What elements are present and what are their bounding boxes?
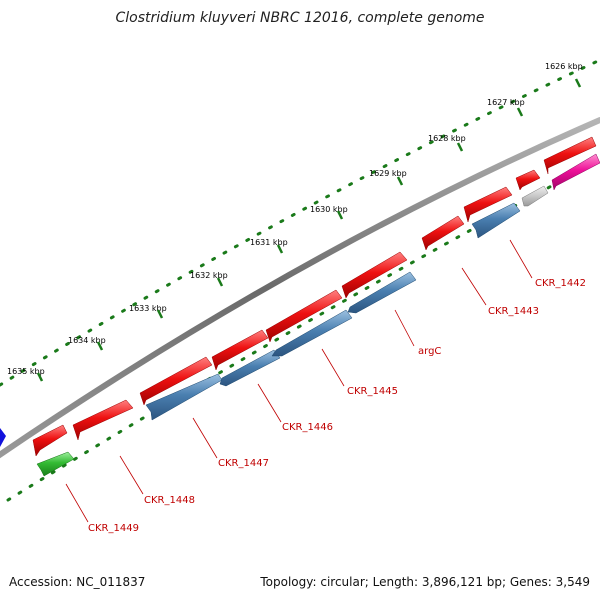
cds-pink[interactable] xyxy=(551,153,600,191)
gene-labels: CKR_1442 CKR_1443 argC CKR_1445 CKR_1446… xyxy=(88,278,586,534)
gene-label: CKR_1442 xyxy=(535,278,586,289)
gene-label: CKR_1445 xyxy=(347,386,398,397)
cds-forward[interactable] xyxy=(72,399,134,441)
cds-forward[interactable] xyxy=(211,329,269,371)
cds-edge-fragment[interactable] xyxy=(0,428,6,447)
ruler-tick-label: 1632 kbp xyxy=(190,271,228,280)
ruler-tick-label: 1628 kbp xyxy=(428,134,466,143)
cds-forward[interactable] xyxy=(463,186,513,223)
map-title: Clostridium kluyveri NBRC 12016, complet… xyxy=(115,10,485,26)
genome-backbone xyxy=(0,117,600,459)
cds-forward[interactable] xyxy=(543,136,597,175)
ruler-tick-mark xyxy=(516,107,524,117)
ruler-tick-label: 1630 kbp xyxy=(310,205,348,214)
ruler-tick-mark xyxy=(276,244,284,254)
genome-summary: Topology: circular; Length: 3,896,121 bp… xyxy=(260,575,590,589)
cds-reverse[interactable] xyxy=(347,271,417,314)
ruler-tick-label: 1627 kbp xyxy=(487,98,525,107)
gene-label: CKR_1449 xyxy=(88,523,139,534)
cds-forward[interactable] xyxy=(265,289,343,343)
ruler-tick-mark xyxy=(574,78,582,88)
label-leaders xyxy=(65,239,533,523)
outer-ruler xyxy=(0,58,600,387)
forward-cds-track xyxy=(32,136,597,457)
cds-reverse[interactable] xyxy=(271,309,353,357)
ruler-tick-mark xyxy=(96,341,104,351)
cds-forward[interactable] xyxy=(139,356,213,406)
cds-forward[interactable] xyxy=(421,215,465,251)
cds-gray[interactable] xyxy=(521,185,549,207)
ruler-tick-label: 1635 kbp xyxy=(7,367,45,376)
gene-label: CKR_1446 xyxy=(282,422,333,433)
ruler-tick-label: 1626 kbp xyxy=(545,62,583,71)
cds-reverse[interactable] xyxy=(219,349,281,387)
ruler-tick-mark xyxy=(156,309,164,319)
cds-reverse[interactable] xyxy=(471,202,521,239)
ruler-tick-mark xyxy=(396,176,404,186)
cds-forward[interactable] xyxy=(341,251,408,299)
ruler-tick-label: 1629 kbp xyxy=(369,169,407,178)
ruler-ticks: 1626 kbp 1627 kbp 1628 kbp 1629 kbp 1630 kbp… xyxy=(7,62,583,382)
cds-reverse[interactable] xyxy=(145,373,223,421)
reverse-cds-track xyxy=(36,153,600,477)
ruler-tick-mark xyxy=(456,142,464,152)
accession-text: Accession: NC_011837 xyxy=(9,575,146,589)
gene-label: CKR_1448 xyxy=(144,495,195,506)
ruler-tick-mark xyxy=(216,277,224,287)
gene-label: CKR_1443 xyxy=(488,306,539,317)
cds-forward[interactable] xyxy=(515,169,541,191)
gene-label: CKR_1447 xyxy=(218,458,269,469)
ruler-tick-label: 1634 kbp xyxy=(68,336,106,345)
ruler-tick-label: 1631 kbp xyxy=(250,238,288,247)
ruler-tick-mark xyxy=(336,210,344,220)
ruler-tick-mark xyxy=(36,372,44,382)
cds-forward[interactable] xyxy=(32,424,68,457)
ruler-tick-label: 1633 kbp xyxy=(129,304,167,313)
cds-green[interactable] xyxy=(36,451,75,477)
gene-label: argC xyxy=(418,346,441,357)
